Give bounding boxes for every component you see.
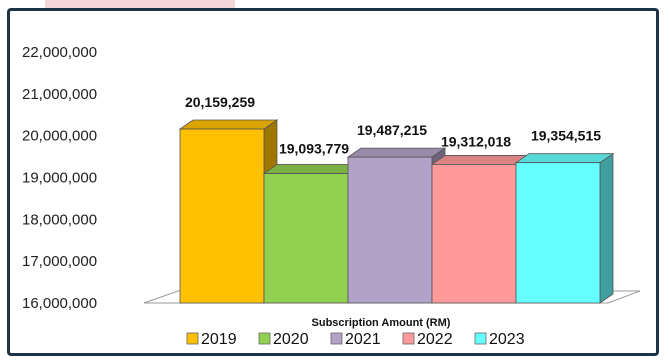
bar-front-face [515,162,601,304]
y-tick-label: 19,000,000 [22,170,97,187]
legend-item-2023: 2023 [474,331,525,348]
decorative-stripe [45,0,235,8]
data-label: 19,354,515 [531,128,601,144]
y-tick-label: 20,000,000 [22,128,97,145]
x-axis-label: Subscription Amount (RM) [312,317,451,329]
data-label: 20,159,259 [185,94,255,110]
legend-label: 2022 [417,331,453,348]
legend-label: 2019 [201,331,237,348]
bar-2019 [178,119,279,304]
legend-item-2021: 2021 [330,331,381,348]
legend-item-2020: 2020 [258,331,309,348]
y-tick-label: 16,000,000 [22,295,97,312]
data-label: 19,487,215 [357,122,427,138]
bar-2021 [346,147,447,304]
bar-front-face [431,164,517,304]
bar-2022 [430,154,531,304]
legend-item-2019: 2019 [186,331,237,348]
legend-swatch [330,332,343,345]
legend-swatch [258,332,271,345]
bar-2020 [262,163,363,304]
legend: 2019 2020 2021 2022 2023 [186,331,525,348]
bar-top-face [430,155,531,165]
bar-front-face [263,173,349,304]
legend-label: 2021 [345,331,381,348]
bar-side-face [599,152,614,304]
legend-label: 2023 [489,331,525,348]
bar-top-face [346,147,447,158]
y-tick-label: 22,000,000 [22,44,97,61]
data-label: 19,312,018 [441,133,511,149]
data-labels: 20,159,259 19,093,779 19,487,215 19,312,018… [185,94,601,157]
bar-series [178,119,615,304]
bar-front-face [179,128,265,304]
data-label: 19,093,779 [279,141,349,157]
bar-top-face [514,153,615,164]
bar-front-face [347,156,433,304]
bar-top-face [262,164,363,174]
y-axis-ticks: 22,000,000 21,000,000 20,000,000 19,000,000… [22,44,97,312]
legend-swatch [474,332,487,345]
bar-2023 [514,152,615,304]
y-tick-label: 18,000,000 [22,211,97,228]
legend-swatch [186,332,199,345]
y-tick-label: 17,000,000 [22,253,97,270]
legend-item-2022: 2022 [402,331,453,348]
y-tick-label: 21,000,000 [22,86,97,103]
bar-top-face [178,119,279,130]
legend-label: 2020 [273,331,309,348]
legend-swatch [402,332,415,345]
